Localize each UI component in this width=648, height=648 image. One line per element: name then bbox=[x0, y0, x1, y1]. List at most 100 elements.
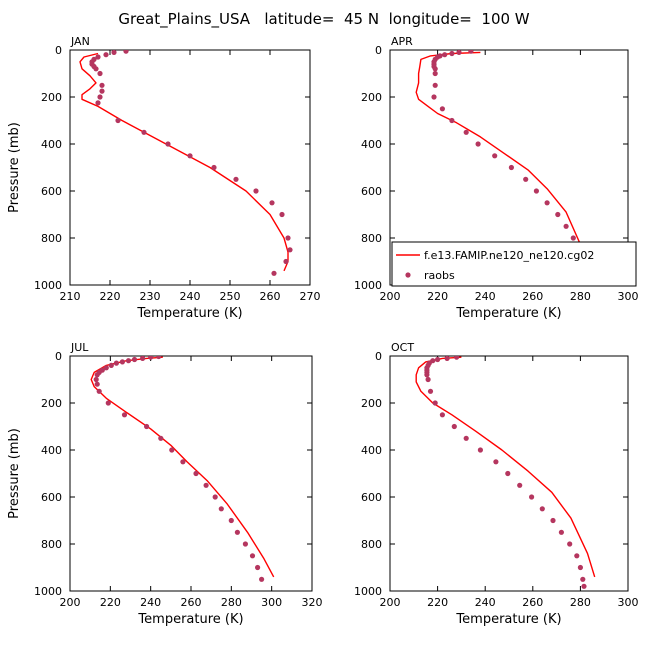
legend-box bbox=[391, 241, 637, 287]
raobs-point-oct bbox=[493, 459, 499, 465]
raobs-point-jul bbox=[125, 358, 132, 364]
raobs-point-jul bbox=[228, 517, 234, 524]
raobs-point-jul bbox=[144, 423, 150, 430]
x-tick-label-jul: 240 bbox=[140, 596, 161, 609]
raobs-point-oct bbox=[580, 576, 586, 582]
raobs-point-jul bbox=[131, 356, 138, 363]
raobs-point-oct bbox=[539, 506, 545, 512]
y-tick-label-jul: 800 bbox=[41, 538, 62, 551]
raobs-point-jul bbox=[169, 447, 175, 453]
panel-apr: 200 220 240 260 280 300 0 200 400 600 800 1000 APR Te… bbox=[354, 35, 639, 321]
y-axis-label-jan: Pressure (mb) bbox=[7, 122, 22, 213]
raobs-point-jan bbox=[279, 211, 285, 218]
raobs-point-jul bbox=[255, 564, 261, 571]
raobs-point-apr bbox=[432, 82, 438, 88]
raobs-point-apr bbox=[449, 50, 455, 57]
raobs-point-oct bbox=[550, 517, 556, 524]
x-tick-label-jan: 260 bbox=[260, 290, 281, 303]
raobs-point-jan bbox=[123, 50, 129, 54]
raobs-point-oct bbox=[427, 388, 434, 394]
raobs-point-jul bbox=[249, 553, 256, 559]
y-tick-label-oct: 1000 bbox=[354, 585, 382, 598]
raobs-point-oct bbox=[581, 583, 587, 589]
raobs-point-jan bbox=[115, 117, 121, 124]
panel-title-jan: JAN bbox=[70, 35, 90, 48]
y-tick-label-jul: 0 bbox=[55, 350, 62, 363]
raobs-point-apr bbox=[508, 164, 514, 171]
y-tick-label-oct: 200 bbox=[361, 397, 382, 410]
raobs-point-jul bbox=[108, 362, 114, 368]
y-tick-label-jul: 1000 bbox=[34, 585, 62, 598]
x-tick-label-jan: 240 bbox=[180, 290, 201, 303]
raobs-point-oct bbox=[444, 356, 450, 361]
raobs-point-jan bbox=[97, 94, 103, 100]
raobs-point-apr bbox=[533, 188, 540, 194]
raobs-point-jan bbox=[253, 188, 259, 194]
plot-frame-jul bbox=[69, 355, 313, 592]
x-tick-label-jul: 300 bbox=[261, 596, 282, 609]
raobs-point-jan bbox=[99, 82, 105, 88]
x-tick-label-jan: 210 bbox=[60, 290, 81, 303]
raobs-point-jul bbox=[94, 372, 100, 378]
x-tick-label-oct: 260 bbox=[522, 596, 543, 609]
raobs-point-apr bbox=[523, 176, 529, 182]
raobs-point-jul bbox=[148, 356, 154, 360]
legend-label-raobs: raobs bbox=[424, 269, 455, 282]
x-tick-label-oct: 220 bbox=[427, 596, 448, 609]
raobs-point-oct bbox=[454, 356, 460, 360]
x-tick-label-apr: 220 bbox=[427, 290, 448, 303]
raobs-point-jul bbox=[93, 376, 99, 383]
y-tick-label-jan: 0 bbox=[55, 44, 62, 57]
raobs-point-jan bbox=[141, 129, 147, 135]
y-tick-label-jan: 600 bbox=[41, 185, 62, 198]
x-axis-label-jul: Temperature (K) bbox=[137, 612, 243, 627]
panels-container: 210 220 230 240 250 260 270 0 200 400 600 800 1000 JA… bbox=[7, 35, 639, 627]
raobs-point-jan bbox=[165, 141, 171, 147]
raobs-point-apr bbox=[555, 211, 561, 218]
y-tick-label-apr: 800 bbox=[361, 232, 382, 245]
panel-title-oct: OCT bbox=[391, 341, 414, 354]
plot-area-jan bbox=[79, 50, 293, 276]
raobs-point-apr bbox=[563, 223, 569, 229]
x-tick-label-apr: 240 bbox=[475, 290, 496, 303]
raobs-point-apr bbox=[475, 141, 481, 147]
plot-frame-jan bbox=[69, 49, 311, 286]
raobs-point-jul bbox=[119, 359, 125, 365]
raobs-point-jan bbox=[285, 235, 291, 241]
raobs-point-apr bbox=[463, 129, 469, 135]
raobs-point-oct bbox=[424, 372, 430, 378]
raobs-point-oct bbox=[451, 423, 457, 430]
raobs-point-oct bbox=[567, 541, 573, 547]
x-tick-label-apr: 200 bbox=[380, 290, 401, 303]
panel-oct: 200 220 240 260 280 300 0 200 400 600 800 1000 OCT Te… bbox=[354, 341, 639, 627]
raobs-point-apr bbox=[544, 200, 550, 206]
legend-label-model: f.e13.FAMIP.ne120_ne120.cg02 bbox=[424, 249, 594, 262]
raobs-point-jan bbox=[287, 247, 293, 253]
y-tick-label-apr: 400 bbox=[361, 138, 382, 151]
panel-title-apr: APR bbox=[391, 35, 413, 48]
plot-frame-oct bbox=[389, 355, 629, 592]
x-tick-label-jan: 270 bbox=[300, 290, 321, 303]
raobs-point-jul bbox=[193, 470, 199, 477]
panel-jul: 200 220 240 260 280 300 320 0 200 400 600 800 1000 JU… bbox=[7, 341, 323, 627]
raobs-point-jul bbox=[103, 365, 109, 371]
x-axis-label-oct: Temperature (K) bbox=[455, 612, 561, 627]
raobs-point-apr bbox=[449, 117, 455, 124]
raobs-point-jul bbox=[113, 360, 119, 366]
plot-area-apr bbox=[415, 50, 589, 276]
x-tick-label-apr: 300 bbox=[618, 290, 639, 303]
x-axis-label-jan: Temperature (K) bbox=[136, 306, 242, 321]
y-tick-label-jan: 400 bbox=[41, 138, 62, 151]
y-axis-label-jul: Pressure (mb) bbox=[7, 428, 22, 519]
raobs-point-oct bbox=[432, 400, 438, 406]
x-tick-label-oct: 300 bbox=[618, 596, 639, 609]
raobs-point-apr bbox=[442, 52, 448, 58]
model-line-oct bbox=[415, 356, 596, 578]
raobs-point-jul bbox=[121, 412, 128, 418]
x-tick-label-jul: 280 bbox=[221, 596, 242, 609]
raobs-point-oct bbox=[463, 435, 469, 441]
x-tick-label-apr: 260 bbox=[522, 290, 543, 303]
raobs-point-jul bbox=[140, 356, 146, 361]
figure-title: Great_Plains_USA latitude= 45 N longitud… bbox=[118, 10, 529, 29]
